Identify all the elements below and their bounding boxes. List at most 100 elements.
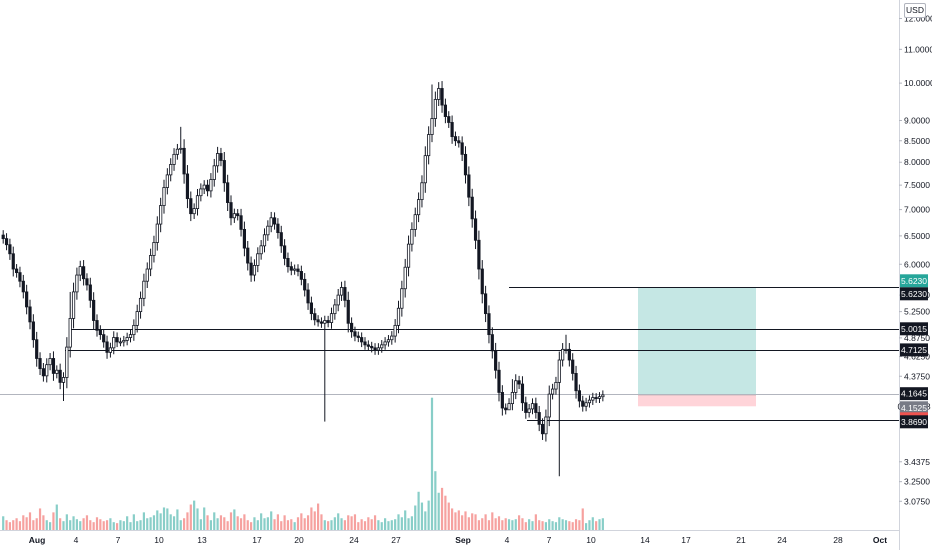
candle-body [510,392,515,405]
candle-body [390,335,394,341]
candle-body [517,380,521,385]
volume-bar [112,522,115,530]
candle-body [25,291,29,308]
volume-bar [18,521,22,530]
volume-bar [179,520,182,530]
volume-bar [303,518,306,530]
time-tick-label: 21 [736,535,746,545]
volume-bar [15,518,18,530]
candle-body [587,399,592,404]
time-tick-label: 28 [833,535,843,545]
candle-body [467,174,471,198]
time-tick-label: 4 [505,535,510,545]
currency-label[interactable]: USD [904,3,926,18]
candle-body [393,324,397,337]
candle-body [346,299,350,324]
candle-body [58,369,62,383]
time-tick-label: 20 [294,535,304,545]
volume-bar [260,513,263,530]
candle-body [229,202,233,219]
volume-bar [293,522,296,530]
volume-bar [186,512,189,530]
volume-bar [507,519,511,530]
volume-bar [119,520,122,530]
candle-body [343,287,347,301]
volume-bar [574,519,578,530]
candle-body [195,195,200,209]
candle-body [4,238,9,246]
price-tag-label: 4.1525 [901,403,927,413]
candle-body [443,104,448,117]
candle-body [319,321,324,324]
candle-body [326,320,330,323]
volume-bar [273,519,276,530]
candle-body [540,423,545,435]
volume-bar [461,515,464,530]
volume-bar [444,495,447,530]
volume-bar [172,516,176,530]
volume-bar [454,512,457,530]
candle-body [577,390,582,402]
volume-bar [209,520,212,530]
volume-bar [410,516,413,530]
candle-body [162,187,166,206]
candle-body [232,213,236,219]
candle-body [132,324,136,336]
volume-bar [337,513,340,530]
candle-body [125,337,129,341]
volume-bar [162,507,166,530]
candle-body [303,278,307,291]
time-tick-label: 17 [681,535,691,545]
candle-body [48,358,52,366]
candle-body [236,213,240,217]
time-axis: Aug 4 7 10 13 17 20 24 27 Sep 4 7 10 14 17 21 24 28 Oct [29,535,888,545]
volume-bar [548,519,551,530]
volume-bar [159,513,162,530]
volume-bar [183,518,186,530]
candle-body [172,153,176,165]
candle-body [276,223,280,234]
candle-body [447,116,451,123]
volume-bar [203,507,206,530]
volume-bar [263,518,266,530]
candle-body [433,99,437,119]
time-tick-label: 24 [349,535,359,545]
candle-body [453,136,458,142]
volume-bar [176,509,179,530]
candle-body [286,257,290,268]
time-tick-label: 10 [586,535,596,545]
volume-bar [340,518,343,530]
volume-bar [598,519,601,530]
candle-body [14,268,19,274]
candle-body [28,306,32,323]
volume-bar [353,514,357,530]
volume-bar [213,512,216,530]
candle-body [497,369,501,393]
volume-bar [136,521,139,530]
candle-body [215,153,220,167]
price-tick-label: 5.2500 [904,307,930,317]
time-tick-label: 7 [547,535,552,545]
stop-zone [638,394,756,407]
price-tick-label: 3.2500 [904,477,930,487]
candle-body [202,184,206,190]
candle-body [500,392,504,409]
volume-bar [229,512,233,530]
candle-body [102,334,106,343]
candle-body [457,140,461,144]
candle-body [483,293,488,315]
candle-body [256,253,260,266]
volume-bar [434,471,437,530]
price-tick-label: 12.0000 [904,14,932,24]
candle-body [55,369,59,374]
candle-body [400,288,404,309]
price-tag: 4.1525 [900,401,928,415]
volume-bar [239,518,243,530]
candle-body [85,278,89,286]
candle-body [473,218,478,241]
volume-bar [595,521,598,530]
candle-body [31,321,35,341]
volume-bar [588,520,591,530]
price-tick-label: 7.0000 [904,205,930,215]
